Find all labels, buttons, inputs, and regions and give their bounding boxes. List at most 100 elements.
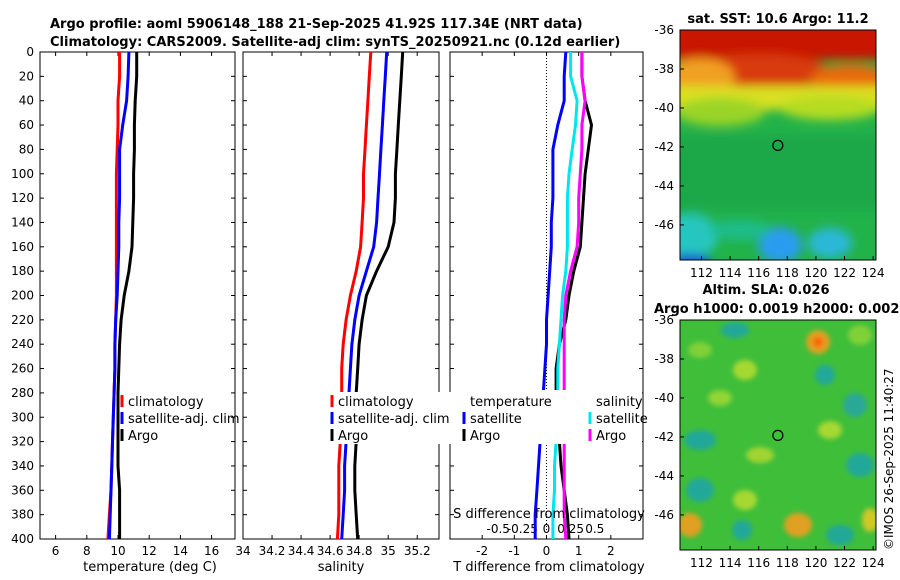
legend-argo-label: Argo	[338, 429, 368, 444]
map-y-tick-label: -38	[654, 352, 674, 366]
legend-temperature-title: temperature	[470, 395, 552, 410]
sla-argo-position-marker	[772, 429, 784, 441]
depth-tick-label: 300	[11, 410, 34, 424]
series-line-salinity-argo	[562, 52, 587, 540]
sst-map-image	[680, 30, 876, 260]
depth-tick-label: 20	[19, 69, 34, 83]
series-line-satellite-adj-clim	[107, 51, 131, 540]
x-tick-label: -1	[508, 544, 520, 558]
x-tick-label: 6	[52, 544, 60, 558]
salinity-legend: climatology satellite-adj. clim Argo	[330, 392, 454, 444]
legend-s-argo-label: Argo	[596, 429, 626, 444]
depth-tick-label: 120	[11, 191, 34, 205]
salinity-panel: 34 34.2 34.4 34.6 34.8 35 35.2	[235, 51, 439, 558]
x-tick-label: 34.4	[288, 544, 315, 558]
x-tick-label: 34.6	[317, 544, 344, 558]
map-y-tick-label: -40	[654, 391, 674, 405]
series-line-temperature-satellite	[533, 51, 568, 539]
sla-map-frame	[679, 319, 877, 551]
depth-tick-label: 100	[11, 167, 34, 181]
sst-map-ticks: 112 114 116 118 120 122 124 -36 -38 -40 -42 -44 -46	[654, 23, 884, 280]
map-y-tick-label: -44	[654, 179, 674, 193]
series-line-temperature-argo	[554, 52, 593, 540]
map-x-tick-label: 112	[690, 556, 713, 570]
depth-tick-label: 0	[26, 45, 34, 59]
temperature-panel: 6 8 10 12 14 16	[40, 51, 235, 558]
x-tick-label: 35	[381, 544, 396, 558]
difference-legend: temperature satellite Argo salinity sate…	[456, 390, 648, 444]
depth-tick-label: 80	[19, 142, 34, 156]
series-line-climatology	[335, 51, 373, 540]
sla-map-image	[680, 320, 876, 550]
difference-panel: -2 -1 0 1 2 -0.5-0.25 0 0.25 0.5	[450, 51, 643, 558]
legend-climatology-label: climatology	[128, 395, 204, 410]
map-x-tick-label: 120	[804, 266, 827, 280]
legend-salinity-title: salinity	[596, 395, 643, 410]
temperature-panel-frame	[39, 51, 236, 540]
sst-argo-position-marker	[772, 139, 784, 151]
x-tick-label: 34	[235, 544, 250, 558]
depth-tick-label: 360	[11, 483, 34, 497]
map-y-tick-label: -38	[654, 62, 674, 76]
series-line-salinity-satellite	[551, 52, 579, 539]
s-diff-tick-label: 0.5	[585, 522, 604, 536]
depth-tick-label: 320	[11, 435, 34, 449]
series-line-satellite-adj-clim	[340, 51, 389, 540]
x-tick-label: 12	[142, 544, 157, 558]
depth-tick-label: 140	[11, 215, 34, 229]
depth-tick-label: 220	[11, 313, 34, 327]
sst-map-title: sat. SST: 10.6 Argo: 11.2	[687, 12, 868, 27]
sst-map-frame	[679, 29, 877, 261]
map-y-tick-label: -44	[654, 469, 674, 483]
x-tick-label: -2	[476, 544, 488, 558]
legend-argo-label: Argo	[128, 429, 158, 444]
map-y-tick-label: -36	[654, 23, 674, 37]
imos-watermark: ©IMOS 26-Sep-2025 11:40:27	[882, 368, 896, 550]
t-difference-xlabel: T difference from climatology	[452, 560, 645, 575]
map-x-tick-label: 114	[719, 266, 742, 280]
map-x-tick-label: 116	[747, 556, 770, 570]
series-line-argo	[353, 51, 405, 540]
depth-tick-label: 400	[11, 532, 34, 546]
map-y-tick-label: -42	[654, 430, 674, 444]
x-tick-label: 35.2	[404, 544, 431, 558]
legend-t-satellite-label: satellite	[470, 412, 522, 427]
x-tick-label: 34.8	[346, 544, 373, 558]
map-x-tick-label: 118	[776, 556, 799, 570]
depth-tick-label: 160	[11, 240, 34, 254]
legend-s-satellite-label: satellite	[596, 412, 648, 427]
depth-tick-label: 240	[11, 337, 34, 351]
legend-satellite-label: satellite-adj. clim	[338, 412, 450, 427]
map-y-tick-label: -42	[654, 140, 674, 154]
map-x-tick-label: 124	[862, 556, 885, 570]
s-difference-xlabel: S difference from climatology	[453, 507, 645, 522]
map-x-tick-label: 122	[833, 556, 856, 570]
map-x-tick-label: 124	[862, 266, 885, 280]
map-y-tick-label: -40	[654, 101, 674, 115]
x-tick-label: 8	[83, 544, 91, 558]
temperature-legend: climatology satellite-adj. clim Argo	[120, 395, 240, 444]
s-diff-tick-label: 0.25	[557, 522, 584, 536]
map-x-tick-label: 122	[833, 266, 856, 280]
map-x-tick-label: 120	[804, 556, 827, 570]
s-diff-tick-label: -0.25	[507, 522, 538, 536]
figure-title-line1: Argo profile: aoml 5906148_188 21-Sep-20…	[50, 17, 583, 32]
sla-map-ticks: 112 114 116 118 120 122 124 -36 -38 -40 -42 -44 -46	[654, 313, 884, 570]
legend-t-argo-label: Argo	[470, 429, 500, 444]
x-tick-label: 34.2	[259, 544, 286, 558]
map-x-tick-label: 112	[690, 266, 713, 280]
depth-tick-label: 180	[11, 264, 34, 278]
depth-tick-label: 380	[11, 508, 34, 522]
x-tick-label: 0	[543, 544, 551, 558]
s-diff-tick-label: -0.5	[487, 522, 510, 536]
map-y-tick-label: -36	[654, 313, 674, 327]
figure-title-line2: Climatology: CARS2009. Satellite-adj cli…	[50, 35, 620, 50]
x-tick-label: 14	[173, 544, 188, 558]
sla-map-title-line2: Argo h1000: 0.0019 h2000: 0.002	[654, 302, 899, 317]
sla-map-title-line1: Altim. SLA: 0.026	[703, 283, 830, 298]
map-y-tick-label: -46	[654, 218, 674, 232]
depth-axis: 0 20 40 60 80 100 120 140 160 180 200 220 240 260 280 3…	[11, 45, 34, 546]
depth-tick-label: 40	[19, 94, 34, 108]
map-y-tick-label: -46	[654, 508, 674, 522]
